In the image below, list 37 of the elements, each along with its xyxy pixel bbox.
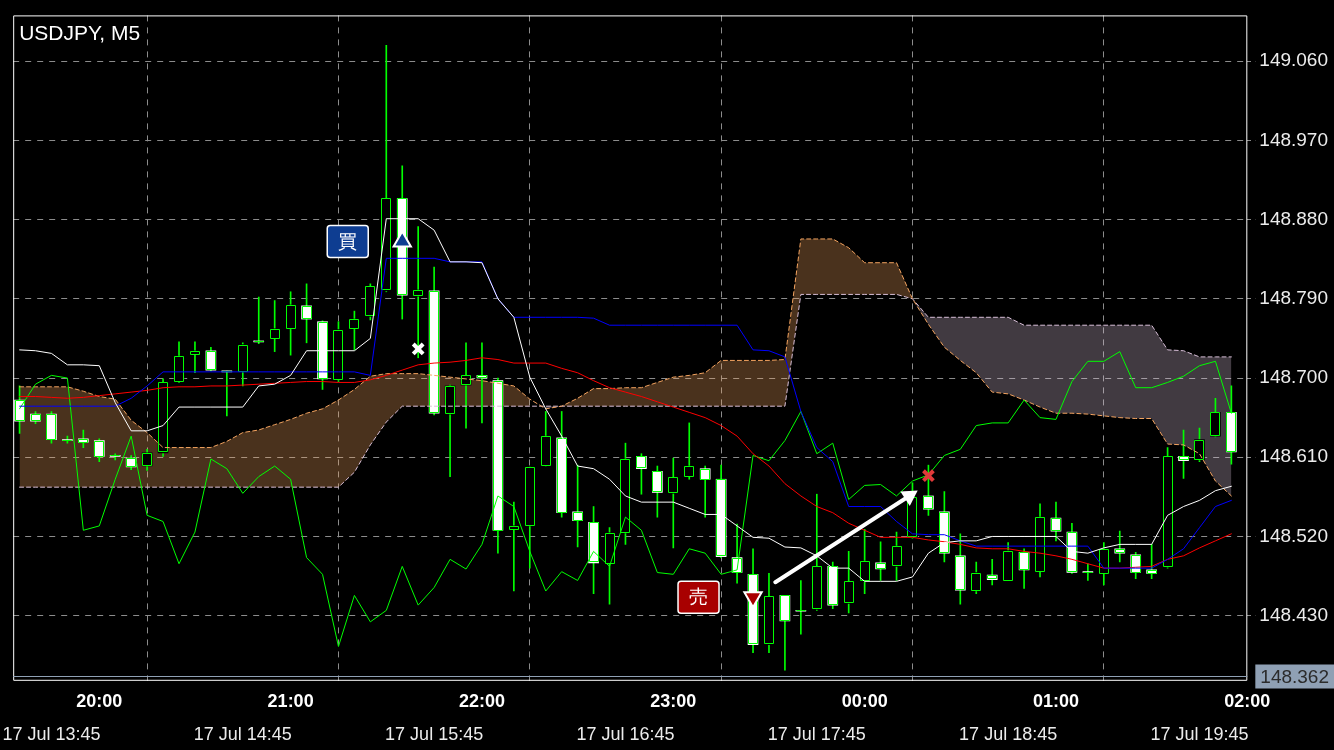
y-tick-label: 148.970 [1259,128,1329,150]
y-tick-label: 149.060 [1259,49,1329,71]
x-tick-label: 17 Jul 17:45 [767,724,866,745]
candlestick [667,457,679,549]
candlestick [460,342,472,429]
x2-tick-label: 22:00 [458,690,505,711]
x-tick-label: 17 Jul 16:45 [576,724,675,745]
y-tick-label: 148.610 [1259,445,1329,467]
y-tick-label: 148.880 [1259,207,1329,229]
ref-line-label: 148.362 [1260,665,1330,687]
series-label: 売 [689,586,709,608]
x-tick-label: 17 Jul 19:45 [1150,724,1249,745]
series-label: 買 [338,230,358,252]
candlestick [412,226,424,359]
candlestick [986,559,998,586]
y-tick-label: 148.700 [1259,366,1329,388]
x-tick-label: 17 Jul 15:45 [385,724,484,745]
x2-tick-label: 00:00 [841,690,888,711]
x-tick-label: 17 Jul 13:45 [2,724,101,745]
candlestick [189,341,201,374]
x2-tick-label: 21:00 [267,690,314,711]
x2-tick-label: 01:00 [1032,690,1079,711]
x2-tick-label: 20:00 [76,690,123,711]
candlestick [269,300,281,352]
y-tick-label: 148.520 [1259,524,1329,546]
candlestick [508,501,520,592]
line-series [19,293,1232,488]
x-tick-label: 17 Jul 18:45 [959,724,1058,745]
x2-tick-label: 23:00 [650,690,697,711]
chart-title: USDJPY, M5 [19,20,141,44]
candlestick [476,342,488,424]
y-tick-label: 148.790 [1259,287,1329,309]
candlestick [683,422,695,480]
x-tick-label: 17 Jul 14:45 [193,724,292,745]
candlestick [1114,530,1126,563]
x2-tick-label: 02:00 [1224,690,1271,711]
y-tick-label: 148.430 [1259,603,1329,625]
